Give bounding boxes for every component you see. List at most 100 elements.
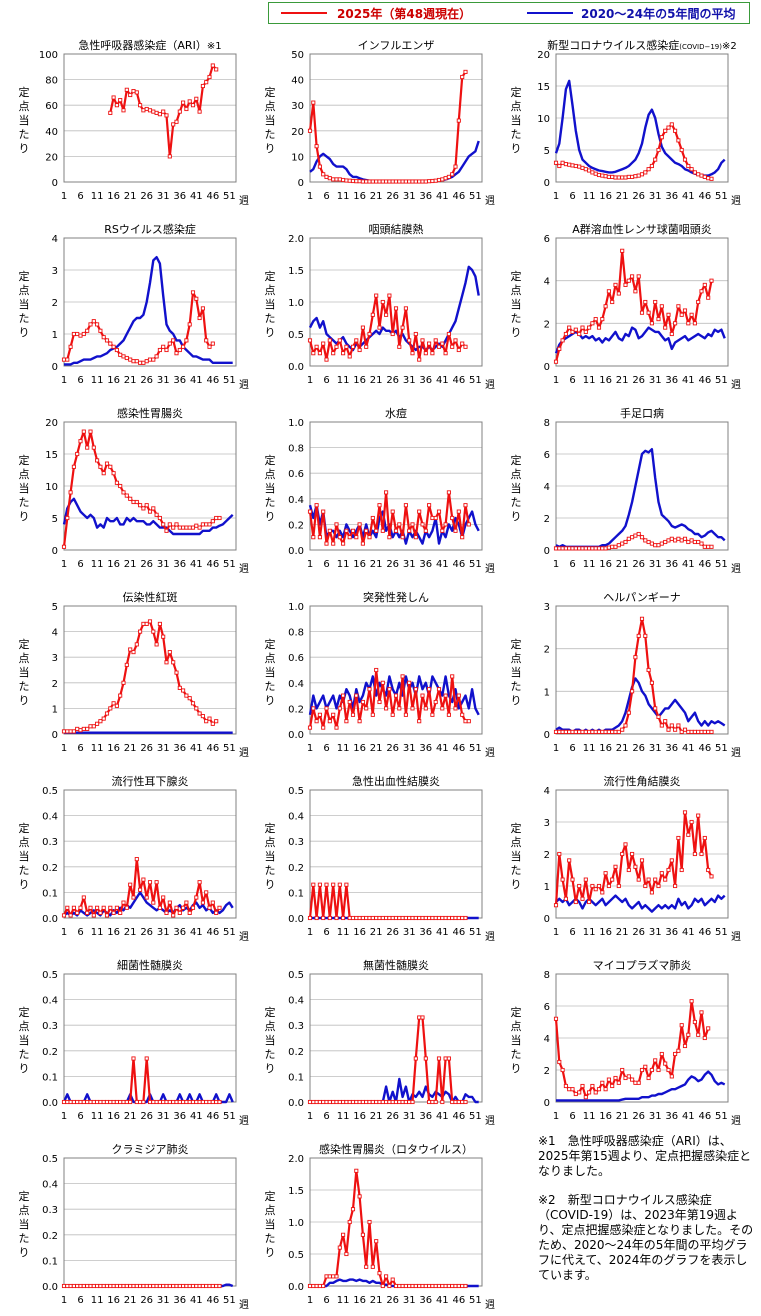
data-point-2025 <box>676 1048 681 1053</box>
data-point-2025 <box>639 310 645 315</box>
data-point-2025 <box>131 895 136 900</box>
data-point-2025 <box>453 338 458 343</box>
legend: 2025年（第48週現在） 2020～24年の5年間の平均 <box>268 2 750 24</box>
data-point-2025 <box>666 125 671 130</box>
y-tick-label: 0.5 <box>42 970 58 981</box>
series-line-average <box>554 326 726 354</box>
data-point-2025 <box>410 179 415 184</box>
data-point-2025 <box>314 915 319 921</box>
data-point-2025 <box>577 331 582 337</box>
y-tick-label: 0.3 <box>288 1021 304 1032</box>
data-point-2025 <box>699 729 704 734</box>
data-point-2025 <box>587 1090 592 1095</box>
data-point-2025 <box>161 522 166 527</box>
series-line-2025 <box>310 1169 466 1288</box>
data-point-2025 <box>204 80 209 85</box>
y-axis-label-char: り <box>265 510 276 523</box>
data-point-2025 <box>663 877 668 882</box>
data-point-2025 <box>646 877 651 882</box>
x-tick-label: 26 <box>140 743 153 754</box>
x-tick-label: 21 <box>124 559 137 570</box>
data-point-2025 <box>699 541 704 546</box>
y-tick-label: 6 <box>544 450 550 461</box>
x-tick-label: 36 <box>419 191 432 202</box>
data-point-2025 <box>653 877 658 882</box>
y-tick-label: 2 <box>544 1066 550 1077</box>
data-point-2025 <box>181 1283 186 1289</box>
data-point-2025 <box>324 357 329 362</box>
data-point-2025 <box>141 360 146 365</box>
data-point-2025 <box>590 546 595 551</box>
data-point-2025 <box>387 1283 392 1289</box>
y-tick-label: 0.8 <box>288 628 304 639</box>
y-tick-label: 15 <box>45 450 58 461</box>
data-point-2025 <box>131 1056 136 1061</box>
y-axis-label-char: 定 <box>511 85 522 99</box>
data-point-2025 <box>151 629 156 634</box>
y-axis-label-char: り <box>265 878 276 891</box>
data-point-2025 <box>134 642 139 647</box>
data-point-2025 <box>440 341 445 346</box>
data-point-2025 <box>384 490 389 495</box>
y-tick-label: 1.0 <box>288 602 304 613</box>
y-tick-label: 2 <box>544 850 550 861</box>
y-axis-label-char: 定 <box>19 85 30 99</box>
data-point-2025 <box>563 1083 568 1089</box>
data-point-2025 <box>78 333 83 338</box>
x-tick-label: 21 <box>124 927 137 938</box>
data-point-2025 <box>446 174 451 179</box>
data-point-2025 <box>81 429 86 434</box>
data-point-2025 <box>174 905 179 910</box>
data-point-2025 <box>659 871 664 876</box>
data-point-2025 <box>596 1087 602 1092</box>
x-tick-label: 26 <box>632 743 645 754</box>
data-point-2025 <box>460 915 465 921</box>
x-tick-label: 51 <box>469 927 482 938</box>
data-point-2025 <box>347 915 352 921</box>
x-tick-label: 16 <box>107 191 120 202</box>
data-point-2025 <box>443 351 448 356</box>
x-tick-label: 36 <box>665 191 678 202</box>
y-axis-label-char: 定 <box>511 1005 522 1019</box>
plot-frame <box>63 605 237 735</box>
x-unit-label: 週 <box>731 195 741 207</box>
x-tick-label: 46 <box>698 191 711 202</box>
data-point-2025 <box>311 535 316 540</box>
data-point-2025 <box>187 322 192 327</box>
y-axis-label-char: 定 <box>265 1005 276 1019</box>
y-tick-label: 0.0 <box>288 730 304 741</box>
y-tick-label: 0.4 <box>42 812 58 823</box>
x-tick-label: 6 <box>569 559 575 570</box>
plot-frame <box>63 973 237 1103</box>
data-point-2025 <box>114 347 119 353</box>
y-tick-label: 2 <box>52 679 58 690</box>
data-point-2025 <box>144 895 149 900</box>
data-point-2025 <box>577 883 582 889</box>
data-point-2025 <box>95 458 100 463</box>
series-line-average <box>310 1077 479 1104</box>
data-point-2025 <box>190 103 196 108</box>
data-point-2025 <box>360 915 365 921</box>
data-point-2025 <box>210 341 215 346</box>
x-tick-label: 36 <box>173 375 186 386</box>
data-point-2025 <box>307 128 313 133</box>
y-tick-label: 0.2 <box>288 704 304 715</box>
data-point-2025 <box>114 103 119 108</box>
data-point-2025 <box>108 464 113 469</box>
chart-title: クラミジア肺炎 <box>112 1143 189 1156</box>
y-axis-label-char: 当 <box>511 113 522 127</box>
data-point-2025 <box>567 325 572 330</box>
x-tick-label: 6 <box>77 375 83 386</box>
data-point-2025 <box>214 515 219 521</box>
y-tick-label: 0.5 <box>42 1154 58 1165</box>
data-point-2025 <box>403 306 408 311</box>
x-tick-label: 21 <box>370 559 383 570</box>
data-point-2025 <box>347 354 352 359</box>
plot-frame <box>555 605 729 735</box>
data-point-2025 <box>104 338 110 343</box>
data-point-2025 <box>420 1015 425 1020</box>
data-point-2025 <box>111 344 116 349</box>
data-point-2025 <box>610 544 615 549</box>
data-point-2025 <box>613 864 618 869</box>
